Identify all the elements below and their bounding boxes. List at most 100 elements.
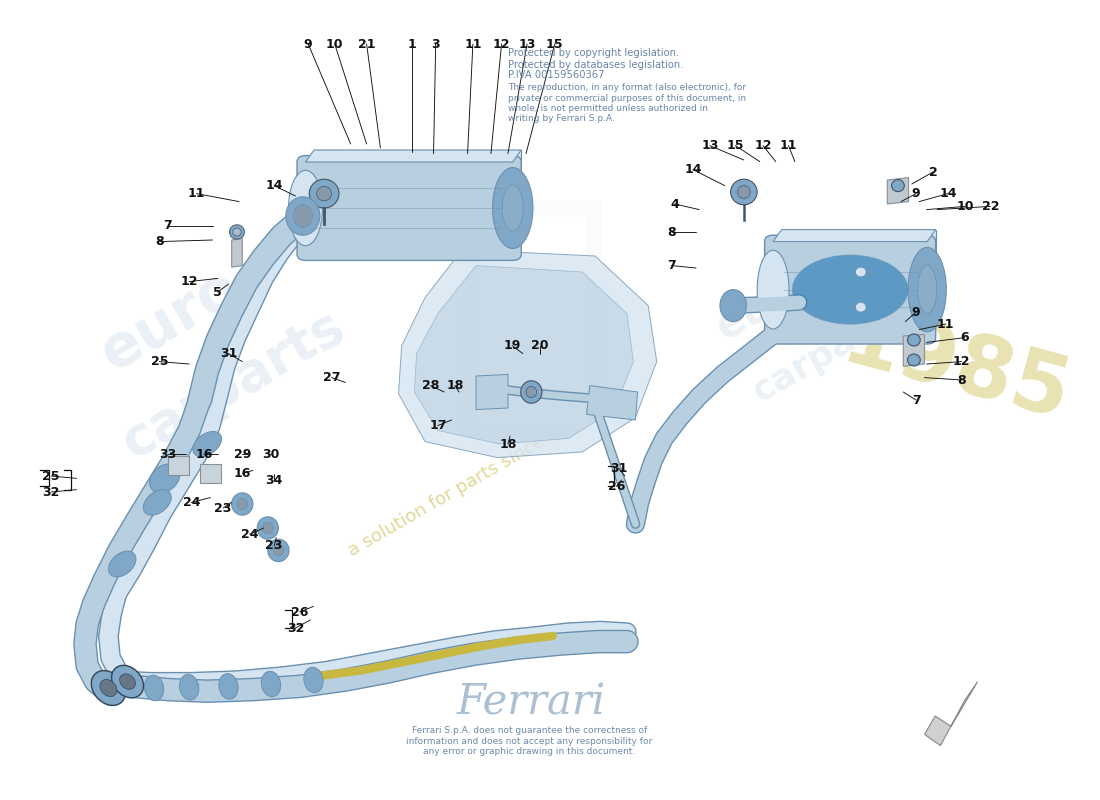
Text: 𝐅: 𝐅: [448, 186, 615, 454]
Text: 34: 34: [265, 474, 283, 486]
Text: 18: 18: [447, 379, 463, 392]
Text: 7: 7: [912, 394, 921, 406]
Text: 24: 24: [183, 496, 200, 509]
Text: 13: 13: [518, 38, 536, 50]
Text: 7: 7: [668, 259, 676, 272]
Ellipse shape: [236, 498, 248, 510]
Ellipse shape: [286, 197, 320, 235]
Text: 15: 15: [727, 139, 744, 152]
Text: 7: 7: [164, 219, 173, 232]
Text: 32: 32: [42, 486, 59, 498]
Polygon shape: [306, 150, 521, 162]
Ellipse shape: [908, 247, 946, 332]
Text: 4: 4: [670, 198, 679, 210]
Text: 12: 12: [493, 38, 510, 50]
Text: The reproduction, in any format (also electronic), for
private or commercial pur: The reproduction, in any format (also el…: [508, 83, 746, 123]
Text: 31: 31: [609, 462, 627, 474]
Polygon shape: [773, 230, 936, 242]
Text: 9: 9: [304, 38, 312, 50]
Text: 13: 13: [701, 139, 718, 152]
Text: 32: 32: [287, 622, 304, 634]
Ellipse shape: [219, 674, 238, 699]
Ellipse shape: [294, 205, 312, 227]
Ellipse shape: [856, 302, 866, 312]
Ellipse shape: [309, 179, 339, 208]
Text: 14: 14: [265, 179, 283, 192]
Text: euro: euro: [91, 258, 250, 382]
Ellipse shape: [109, 551, 136, 577]
Text: 25: 25: [42, 470, 59, 482]
Ellipse shape: [730, 179, 757, 205]
Ellipse shape: [757, 250, 789, 329]
Polygon shape: [200, 464, 221, 483]
Ellipse shape: [737, 186, 750, 198]
Ellipse shape: [192, 431, 221, 457]
Text: 11: 11: [464, 38, 482, 50]
Text: 15: 15: [546, 38, 563, 50]
FancyBboxPatch shape: [297, 155, 521, 261]
Ellipse shape: [502, 185, 524, 231]
Text: 33: 33: [160, 448, 176, 461]
Ellipse shape: [520, 381, 542, 403]
Text: 8: 8: [668, 226, 675, 238]
Polygon shape: [888, 178, 909, 204]
Ellipse shape: [917, 266, 937, 314]
Text: 11: 11: [780, 139, 798, 152]
Ellipse shape: [257, 517, 278, 539]
Ellipse shape: [908, 354, 921, 366]
Text: 30: 30: [262, 448, 279, 461]
Ellipse shape: [317, 186, 331, 201]
Text: 18: 18: [499, 438, 517, 450]
Ellipse shape: [892, 180, 904, 192]
Text: 26: 26: [292, 606, 308, 618]
Ellipse shape: [526, 386, 537, 398]
Ellipse shape: [263, 522, 273, 534]
Polygon shape: [398, 250, 657, 458]
Text: 12: 12: [953, 355, 970, 368]
Text: 16: 16: [233, 467, 251, 480]
Text: 14: 14: [939, 187, 957, 200]
Text: 26: 26: [607, 480, 625, 493]
Text: 21: 21: [358, 38, 375, 50]
Polygon shape: [782, 230, 936, 326]
Text: 20: 20: [531, 339, 549, 352]
Ellipse shape: [233, 228, 241, 236]
Text: 14: 14: [684, 163, 702, 176]
Ellipse shape: [856, 267, 866, 277]
Ellipse shape: [179, 674, 199, 700]
Text: 1985: 1985: [834, 299, 1079, 437]
Ellipse shape: [262, 671, 280, 697]
Text: 23: 23: [214, 502, 232, 514]
Ellipse shape: [792, 255, 908, 324]
Text: 31: 31: [220, 347, 238, 360]
Polygon shape: [476, 374, 508, 410]
Ellipse shape: [273, 545, 284, 556]
Text: 6: 6: [960, 331, 969, 344]
Polygon shape: [903, 334, 924, 366]
Text: 3: 3: [431, 38, 440, 50]
Polygon shape: [314, 150, 521, 242]
Text: 16: 16: [196, 448, 212, 461]
Text: 11: 11: [188, 187, 206, 200]
Text: 24: 24: [241, 528, 258, 541]
Text: euro: euro: [708, 259, 822, 349]
Text: 2: 2: [928, 166, 937, 178]
Text: a solution for parts since: a solution for parts since: [345, 432, 548, 560]
Ellipse shape: [111, 666, 143, 698]
Ellipse shape: [232, 493, 253, 515]
Text: 23: 23: [265, 539, 283, 552]
Text: Ferrari S.p.A. does not guarantee the correctness of
information and does not ac: Ferrari S.p.A. does not guarantee the co…: [406, 726, 652, 756]
Text: 25: 25: [151, 355, 168, 368]
Ellipse shape: [143, 490, 172, 515]
Text: 27: 27: [322, 371, 340, 384]
Ellipse shape: [150, 464, 180, 493]
Text: 8: 8: [957, 374, 966, 386]
Text: 17: 17: [429, 419, 447, 432]
Text: 11: 11: [937, 318, 955, 330]
Ellipse shape: [144, 675, 164, 701]
Text: Protected by copyright legislation.
Protected by databases legislation.: Protected by copyright legislation. Prot…: [508, 48, 683, 70]
Text: 28: 28: [421, 379, 439, 392]
Polygon shape: [924, 682, 978, 746]
Text: 10: 10: [326, 38, 343, 50]
Text: P.IVA 00159560367: P.IVA 00159560367: [508, 70, 605, 80]
